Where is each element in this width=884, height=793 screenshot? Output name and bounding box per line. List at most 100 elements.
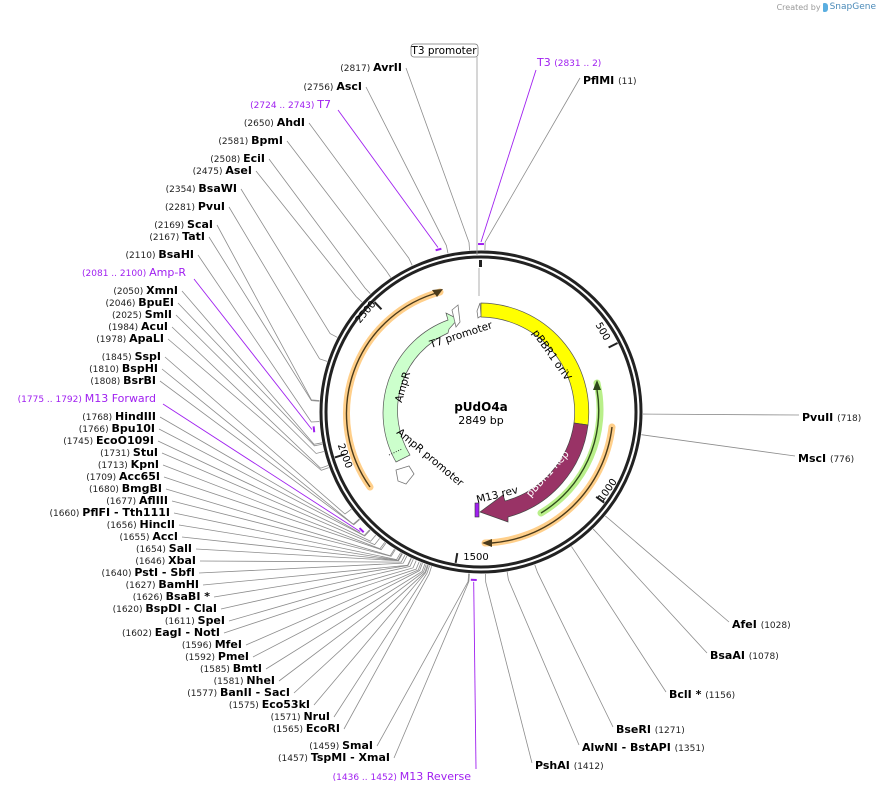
primer-label[interactable]: (1775 .. 1792) M13 Forward [18,392,156,405]
restriction-site-label[interactable]: (1596) MfeI [182,638,242,651]
restriction-site-label[interactable]: (2475) AseI [193,164,252,177]
svg-text:MscI (776): MscI (776) [798,452,854,465]
restriction-site-label[interactable]: (2169) ScaI [154,218,213,231]
site-leader-line [333,565,430,718]
restriction-site-label[interactable]: (2167) TatI [149,230,205,243]
primer-leader-line [473,581,477,770]
svg-text:(1565) EcoRI: (1565) EcoRI [273,722,340,735]
orf-right-green[interactable] [537,379,604,517]
restriction-site-label[interactable]: AfeI (1028) [732,618,791,631]
restriction-site-label[interactable]: (1627) BamHI [126,578,199,591]
primer-leader-line [193,278,313,430]
primer-label[interactable]: (2081 .. 2100) Amp-R [82,266,186,279]
restriction-site-label[interactable]: BclI * (1156) [669,688,735,701]
restriction-site-label[interactable]: (1655) AccI [120,530,178,543]
restriction-site-label[interactable]: (1459) SmaI [309,739,373,752]
restriction-site-label[interactable]: (1602) EagI - NotI [122,626,220,639]
restriction-site-label[interactable]: PshAI (1412) [535,759,604,772]
restriction-site-label[interactable]: PflMI (11) [583,74,637,87]
primer-label[interactable]: (1436 .. 1452) M13 Reverse [333,770,472,783]
site-leader-line [240,188,338,338]
restriction-site-label[interactable]: (1654) SalI [136,542,192,555]
restriction-site-label[interactable]: (1984) AcuI [108,320,168,333]
restriction-site-label[interactable]: (1620) BspDI - ClaI [113,602,217,615]
restriction-site-label[interactable]: MscI (776) [798,452,854,465]
site-leader-line [223,561,420,634]
restriction-site-label[interactable]: AlwNI - BstAPI (1351) [582,741,705,754]
restriction-site-label[interactable]: (2650) AhdI [244,116,305,129]
restriction-site-label[interactable]: (1592) PmeI [185,650,249,663]
restriction-site-label[interactable]: (1660) PflFI - Tth111I [50,506,171,519]
restriction-site-label[interactable]: (1808) BsrBI [90,374,156,387]
ring-tick [334,453,345,459]
restriction-site-label[interactable]: PvuII (718) [802,411,861,424]
site-position: (1845) [102,353,135,363]
restriction-site-label[interactable]: (2110) BsaHI [126,248,194,261]
restriction-site-label[interactable]: (1565) EcoRI [273,722,340,735]
feature-label-t3-promoter: T3 promoter [410,45,477,57]
ring-tick [373,301,383,311]
restriction-site-label[interactable]: BseRI (1271) [616,723,685,736]
site-leader-line [484,77,581,251]
site-name: TspMI - XmaI [311,751,390,764]
restriction-site-label[interactable]: (1731) StuI [100,446,158,459]
restriction-site-label[interactable]: (1611) SpeI [165,614,225,627]
primer-label[interactable]: T3 (2831 .. 2) [536,56,601,69]
restriction-site-label[interactable]: (1978) ApaLI [96,332,164,345]
primer-range: (1436 .. 1452) [333,773,400,783]
restriction-site-label[interactable]: (1709) Acc65I [86,470,160,483]
restriction-site-label[interactable]: BsaAI (1078) [710,649,779,662]
restriction-site-label[interactable]: (2756) AscI [304,80,362,93]
restriction-site-label[interactable]: (1626) BsaBI * [133,590,210,603]
restriction-site-label[interactable]: (1571) NruI [271,710,330,723]
svg-text:(1984) AcuI: (1984) AcuI [108,320,168,333]
restriction-site-label[interactable]: (1581) NheI [214,674,275,687]
restriction-site-label[interactable]: (1577) BanII - SacI [187,686,290,699]
site-position: (2110) [126,251,159,261]
snapgene-logo-icon [822,2,828,12]
primer-name: M13 Forward [85,392,156,405]
restriction-site-label[interactable]: (1766) Bpu10I [79,422,155,435]
restriction-site-label[interactable]: (1680) BmgBI [89,482,162,495]
restriction-site-label[interactable]: (1656) HincII [107,518,175,531]
restriction-site-label[interactable]: (2281) PvuI [165,200,225,213]
svg-text:(2025) SmlI: (2025) SmlI [112,308,172,321]
primer-name: M13 Reverse [400,770,471,783]
ring-tick [608,342,618,349]
primer-label[interactable]: (2724 .. 2743) T7 [250,98,331,111]
orf-left-orange[interactable] [343,288,444,491]
restriction-site-label[interactable]: (1713) KpnI [98,458,159,471]
restriction-site-label[interactable]: (1677) AflIII [106,494,168,507]
primer-range: (2081 .. 2100) [82,269,149,279]
site-position: (1984) [108,323,141,333]
restriction-site-label[interactable]: (2046) BpuEI [106,296,175,309]
restriction-site-label[interactable]: (1768) HindIII [82,410,156,423]
credit-prefix: Created by [776,2,821,12]
site-position: (1654) [136,545,169,555]
primer-binding-mark [435,247,442,252]
restriction-site-label[interactable]: (2025) SmlI [112,308,172,321]
restriction-site-label[interactable]: (1810) BspHI [89,362,158,375]
site-name: Bpu10I [112,422,156,435]
site-name: PflFI - Tth111I [82,506,170,519]
restriction-site-label[interactable]: (2354) BsaWI [166,182,237,195]
feature-t3-promoter[interactable]: T3 promoter [410,43,479,255]
restriction-site-label[interactable]: (1845) SspI [102,350,161,363]
site-leader-line [571,546,667,693]
site-position: (1656) [107,521,140,531]
svg-text:(2046) BpuEI: (2046) BpuEI [106,296,175,309]
orf-right-orange[interactable] [481,423,616,547]
site-position: (1808) [90,377,123,387]
restriction-site-label[interactable]: (1745) EcoO109I [63,434,154,447]
restriction-site-label[interactable]: (2508) EciI [210,152,265,165]
restriction-site-label[interactable]: (1646) XbaI [135,554,196,567]
restriction-site-label[interactable]: (1575) Eco53kI [229,698,310,711]
restriction-site-label[interactable]: (2817) AvrII [340,61,402,74]
ring-tick [454,552,459,564]
restriction-site-label[interactable]: (2581) BpmI [218,134,283,147]
restriction-site-label[interactable]: (1585) BmtI [200,662,262,675]
restriction-site-label[interactable]: (2050) XmnI [113,284,178,297]
restriction-site-label[interactable]: (1640) PstI - SbfI [102,566,195,579]
restriction-site-label[interactable]: (1457) TspMI - XmaI [278,751,390,764]
site-leader-line [171,500,396,557]
